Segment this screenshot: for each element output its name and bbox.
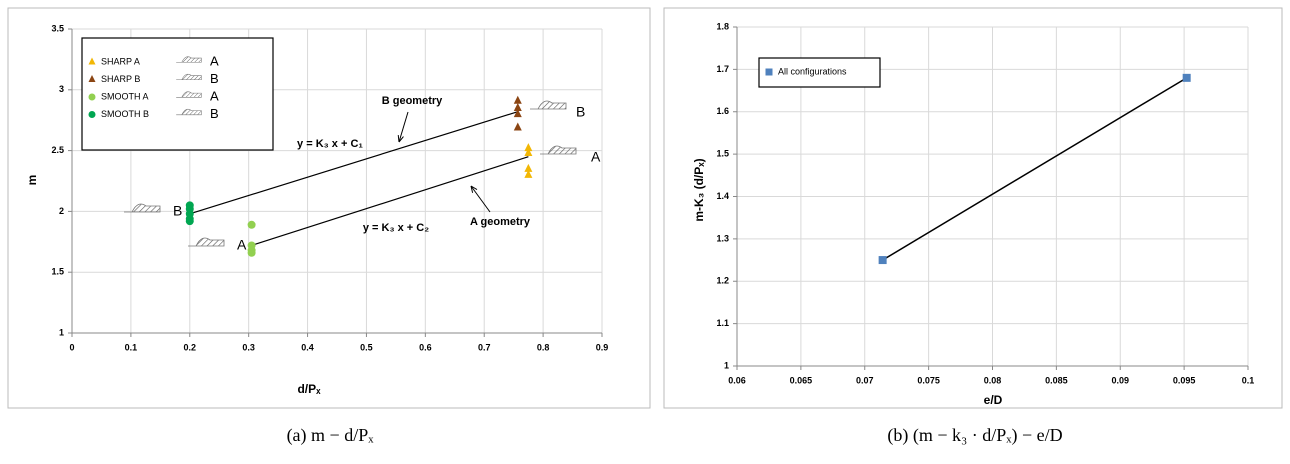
annotation: A [237, 237, 247, 253]
y-tick-label: 1.4 [716, 191, 729, 201]
point [247, 248, 256, 257]
legend-label: SMOOTH B [101, 109, 149, 119]
geometry-icon [188, 237, 225, 247]
point [513, 95, 522, 104]
geometry-icon [176, 108, 202, 116]
annotation: B [576, 104, 585, 120]
panel-frame [663, 7, 1283, 409]
x-tick-label: 0.4 [301, 342, 314, 352]
point [524, 148, 533, 157]
y-axis-label: m-K₃ (d/Pₓ) [692, 158, 706, 221]
legend-label: SHARP B [101, 74, 140, 84]
geometry-icon [124, 203, 161, 213]
annotation: A [591, 149, 601, 165]
point [247, 220, 256, 229]
y-tick-label: 1.6 [716, 106, 729, 116]
fit-line [251, 156, 529, 247]
geometry-icon [176, 73, 202, 81]
legend-box [758, 57, 881, 88]
x-tick-label: 0.095 [1173, 375, 1196, 385]
x-tick-label: 0.8 [537, 342, 550, 352]
point [524, 169, 533, 178]
legend-geometry: B [210, 71, 219, 86]
legend-marker [88, 111, 96, 118]
x-tick-label: 0.07 [856, 375, 874, 385]
x-tick-label: 0.5 [360, 342, 373, 352]
geometry-icon [176, 56, 202, 63]
x-tick-label: 0.1 [1242, 375, 1255, 385]
caption: (b) (m − k₃ · d/Pₓ) − e/D [887, 425, 1062, 446]
x-tick-label: 0.3 [242, 342, 255, 352]
point [1182, 73, 1191, 82]
x-tick-label: 0.085 [1045, 375, 1068, 385]
x-tick-label: 0.7 [478, 342, 491, 352]
annotation: A geometry [470, 216, 531, 228]
legend-marker [88, 57, 96, 65]
legend-label: All configurations [778, 66, 847, 76]
point [185, 217, 194, 226]
arrow-head [397, 134, 404, 143]
geometry-icon [530, 100, 567, 110]
legend-geometry: A [210, 88, 219, 103]
point [513, 122, 522, 131]
x-tick-label: 0.08 [984, 375, 1002, 385]
legend-label: SMOOTH A [101, 91, 149, 101]
geometry-icon [176, 91, 202, 98]
fit-line [189, 111, 518, 215]
x-axis-label: d/Pₓ [297, 382, 321, 396]
y-tick-label: 1 [724, 360, 729, 370]
geometry-icon [540, 145, 577, 155]
x-axis-label: e/D [984, 393, 1003, 407]
x-tick-label: 0.6 [419, 342, 432, 352]
y-tick-label: 1.2 [716, 276, 729, 286]
x-tick-label: 0.075 [917, 375, 940, 385]
x-tick-label: 0.06 [728, 375, 746, 385]
annotation-arrow [398, 111, 409, 143]
point [524, 163, 533, 172]
y-tick-label: 3.5 [51, 23, 64, 33]
x-tick-label: 0.065 [790, 375, 813, 385]
y-tick-label: 1.5 [716, 149, 729, 159]
annotation: B geometry [382, 95, 443, 107]
x-tick-label: 0 [69, 342, 74, 352]
legend-marker [765, 68, 773, 76]
y-tick-label: 1.8 [716, 21, 729, 31]
x-tick-label: 0.1 [125, 342, 138, 352]
legend-label: SHARP A [101, 56, 140, 66]
y-tick-label: 3 [59, 84, 64, 94]
point [524, 143, 533, 152]
annotation: y = K₃ x + C₁ [297, 138, 363, 150]
y-tick-label: 1.7 [716, 64, 729, 74]
x-tick-label: 0.09 [1111, 375, 1129, 385]
annotation: B [173, 203, 182, 219]
y-tick-label: 1.5 [51, 267, 64, 277]
point [513, 103, 522, 112]
arrow-head [470, 185, 478, 193]
y-tick-label: 2.5 [51, 145, 64, 155]
y-tick-label: 1 [59, 327, 64, 337]
y-tick-label: 1.1 [716, 318, 729, 328]
point [513, 109, 522, 118]
x-tick-label: 0.2 [184, 342, 197, 352]
annotation-arrow [470, 185, 491, 213]
y-tick-label: 1.3 [716, 233, 729, 243]
legend-geometry: B [210, 106, 219, 121]
connect-line [882, 77, 1188, 261]
annotation: y = K₃ x + C₂ [363, 222, 429, 234]
legend-geometry: A [210, 53, 219, 68]
legend-box [81, 37, 274, 151]
legend-marker [88, 93, 96, 101]
x-tick-label: 0.9 [596, 342, 609, 352]
caption: (a) m − d/Pₓ [287, 425, 375, 446]
legend-marker [88, 75, 96, 82]
y-axis-label: m [25, 175, 39, 186]
y-tick-label: 2 [59, 206, 64, 216]
point [878, 256, 887, 265]
